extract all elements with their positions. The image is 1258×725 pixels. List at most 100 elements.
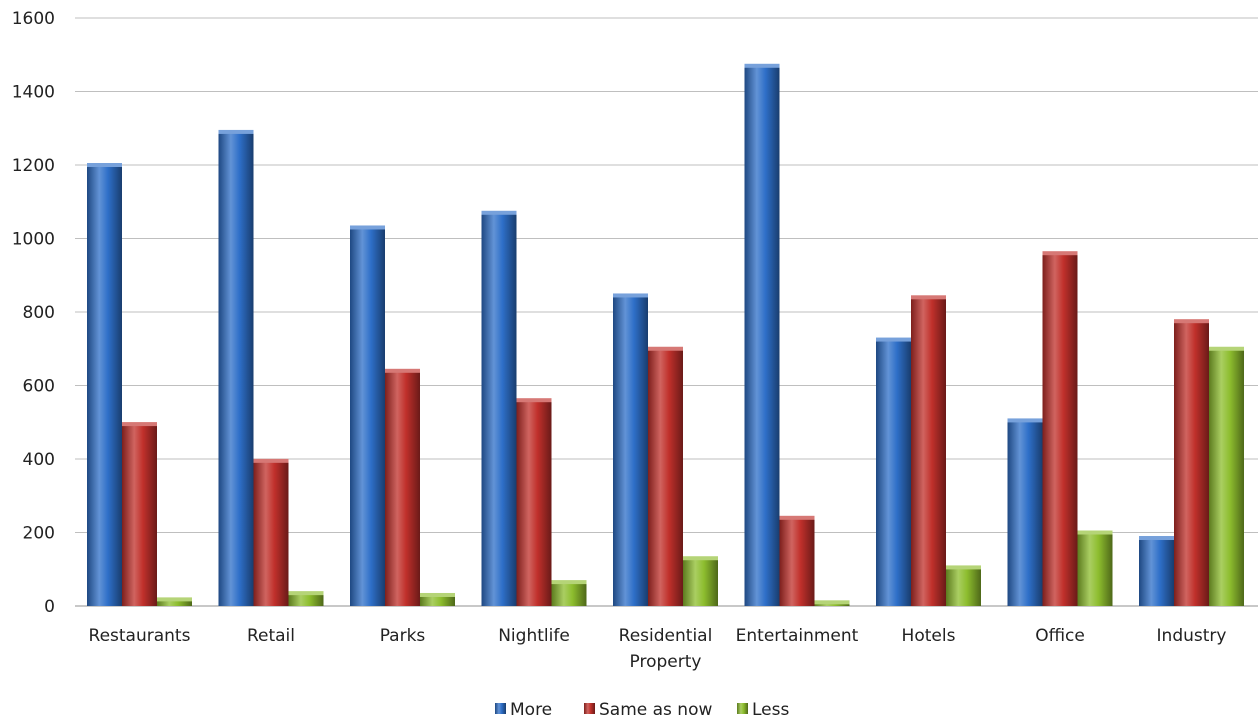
bar-cap [744, 63, 780, 68]
bar [1209, 346, 1244, 606]
bar [350, 225, 385, 606]
x-tick-label: Parks [380, 626, 426, 646]
bar [779, 515, 815, 606]
bar-cap [122, 422, 157, 427]
bar-cap [814, 600, 850, 605]
bar-body [385, 370, 420, 606]
bar [1077, 530, 1113, 606]
x-tick-label: Entertainment [736, 626, 859, 646]
legend-swatch [495, 703, 506, 714]
bar [876, 337, 911, 606]
bar [218, 129, 254, 607]
bar [481, 210, 517, 606]
bar [683, 556, 718, 606]
bar-body [648, 348, 683, 606]
bar-body [1174, 321, 1209, 606]
y-tick-label: 600 [23, 377, 55, 397]
bar [420, 592, 455, 606]
legend-label: Same as now [599, 700, 712, 720]
bar [744, 63, 780, 606]
x-tick-label: Office [1035, 626, 1085, 646]
bar-body [946, 567, 981, 606]
bar-body [218, 131, 254, 607]
bar-cap [481, 210, 517, 215]
bar-body [744, 65, 780, 606]
bar [288, 591, 324, 606]
legend-item: More [495, 700, 552, 720]
bar-cap [1077, 530, 1113, 535]
bar-cap [1174, 319, 1209, 324]
x-axis: Restaurants Retail Parks Nightlife Residenti… [89, 626, 1227, 672]
legend-swatch [737, 703, 748, 714]
bar-cap [779, 515, 815, 520]
legend-item: Same as now [584, 700, 712, 720]
bar-body [1077, 532, 1113, 606]
bar [613, 293, 648, 606]
legend-label: More [510, 700, 552, 720]
x-tick-label: Retail [247, 626, 295, 646]
bar-cap [551, 580, 587, 585]
bar [122, 422, 157, 606]
x-tick-label: Industry [1157, 626, 1227, 646]
bar-cap [1139, 536, 1174, 541]
y-tick-label: 800 [23, 303, 55, 323]
bar-body [481, 212, 517, 606]
bar-body [683, 558, 718, 606]
bar-body [420, 594, 455, 606]
y-tick-label: 400 [23, 450, 55, 470]
bar-cap [1209, 346, 1244, 351]
bar-cap [420, 592, 455, 597]
bar-body [876, 339, 911, 606]
y-tick-label: 1600 [12, 9, 55, 29]
bar-body [779, 517, 815, 606]
bar-cap [613, 293, 648, 298]
bar-body [1139, 538, 1174, 606]
bar [946, 565, 981, 606]
bar-body [613, 295, 648, 606]
bar [1042, 251, 1078, 606]
bar [516, 398, 552, 606]
legend-swatch [584, 703, 595, 714]
legend: More Same as now Less [495, 700, 789, 720]
bar-cap [946, 565, 981, 570]
x-tick-label: Hotels [902, 626, 956, 646]
y-tick-label: 200 [23, 524, 55, 544]
bar-cap [876, 337, 911, 342]
bar-cap [683, 556, 718, 561]
y-tick-label: 0 [44, 597, 55, 617]
bar-body [87, 165, 122, 606]
bar-cap [157, 597, 192, 602]
x-tick-label: Residential Property [619, 626, 713, 672]
bar-cap [87, 163, 122, 167]
bar-cap [350, 225, 385, 230]
bar-body [253, 460, 289, 606]
bar-body [122, 424, 157, 606]
bar-body [516, 400, 552, 606]
bar-body [1042, 253, 1078, 606]
y-tick-label: 1400 [12, 83, 55, 103]
bar-body [911, 297, 946, 606]
bar-cap [288, 591, 324, 596]
y-tick-label: 1000 [12, 230, 55, 250]
bar [1007, 418, 1043, 606]
legend-item: Less [737, 700, 789, 720]
bar-body [1209, 348, 1244, 606]
y-tick-label: 1200 [12, 156, 55, 176]
bar-body [1007, 420, 1043, 606]
bar-cap [253, 458, 289, 463]
legend-label: Less [752, 700, 789, 720]
bar [911, 295, 946, 606]
bar-cap [385, 368, 420, 373]
bar-cap [1042, 251, 1078, 256]
bar [385, 368, 420, 606]
bar [253, 458, 289, 606]
bar-cap [218, 129, 254, 134]
bar [814, 600, 850, 606]
bar-body [350, 227, 385, 606]
bar [157, 597, 192, 606]
bar [1174, 319, 1209, 606]
bar-body [157, 599, 192, 606]
x-tick-label: Nightlife [498, 626, 570, 646]
bar-cap [1007, 418, 1043, 423]
